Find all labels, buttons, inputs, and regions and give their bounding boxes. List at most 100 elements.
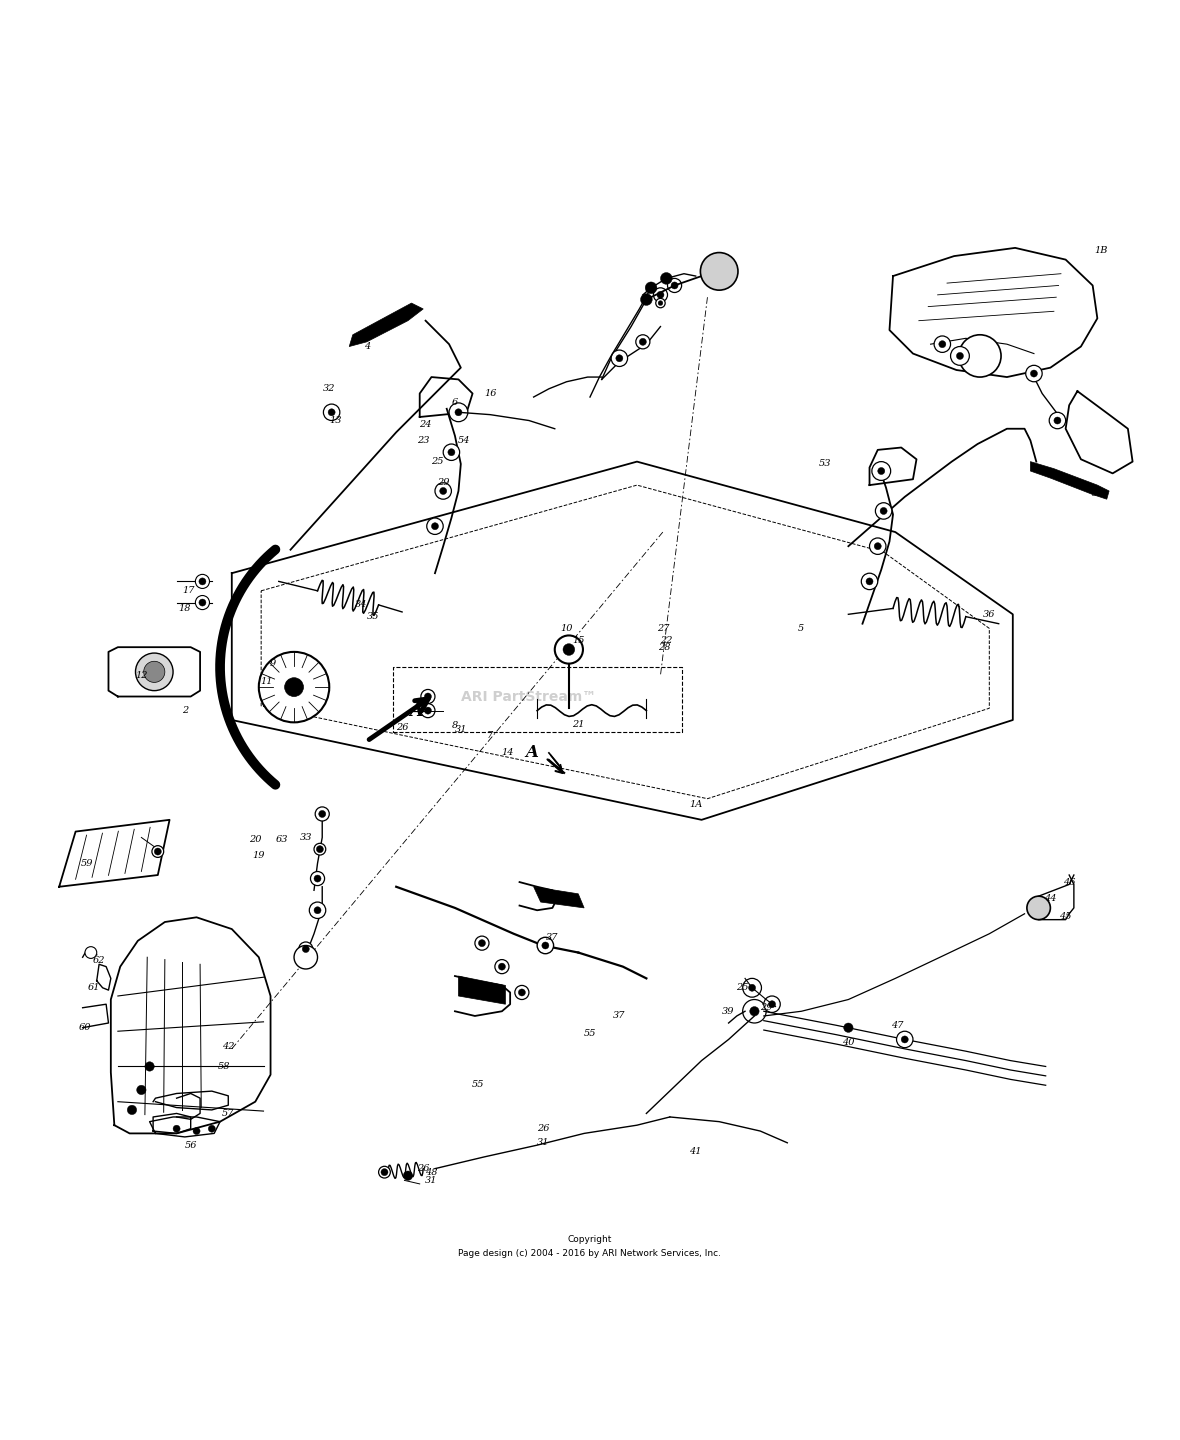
Circle shape: [641, 294, 653, 305]
Text: 27: 27: [656, 624, 669, 634]
Circle shape: [1049, 412, 1066, 429]
Circle shape: [379, 1166, 391, 1178]
Text: 17: 17: [182, 586, 195, 595]
Text: 13: 13: [329, 416, 341, 425]
Circle shape: [432, 523, 439, 530]
Circle shape: [435, 482, 452, 500]
Circle shape: [654, 288, 668, 302]
Polygon shape: [349, 302, 424, 347]
Text: 31: 31: [454, 724, 467, 734]
Circle shape: [656, 298, 666, 308]
Circle shape: [155, 848, 162, 855]
Circle shape: [421, 690, 435, 704]
Circle shape: [294, 946, 317, 969]
Text: 47: 47: [891, 1021, 904, 1030]
Circle shape: [284, 678, 303, 697]
Text: 1A: 1A: [689, 801, 702, 809]
Circle shape: [448, 449, 455, 455]
Text: 11: 11: [261, 677, 274, 685]
Text: 32: 32: [323, 384, 335, 393]
Circle shape: [959, 334, 1001, 377]
Circle shape: [1025, 366, 1042, 382]
Text: 63: 63: [276, 835, 289, 844]
Circle shape: [144, 661, 165, 683]
Circle shape: [668, 278, 682, 292]
Circle shape: [302, 946, 309, 952]
Text: 42: 42: [222, 1043, 235, 1051]
Circle shape: [404, 1171, 413, 1181]
Text: 16: 16: [484, 389, 497, 397]
Polygon shape: [533, 887, 584, 907]
Circle shape: [152, 845, 164, 857]
Text: 14: 14: [502, 749, 514, 757]
Text: 5: 5: [799, 624, 805, 634]
Text: 26: 26: [417, 1164, 430, 1174]
Circle shape: [657, 291, 664, 298]
Circle shape: [878, 468, 885, 475]
Circle shape: [897, 1031, 913, 1048]
Text: 15: 15: [572, 635, 584, 645]
Circle shape: [299, 942, 313, 956]
Text: A: A: [525, 744, 538, 762]
Circle shape: [440, 488, 447, 494]
Text: 28: 28: [657, 642, 670, 652]
Circle shape: [314, 907, 321, 914]
Circle shape: [645, 282, 657, 294]
Circle shape: [498, 963, 505, 971]
Circle shape: [542, 942, 549, 949]
Text: 33: 33: [300, 832, 312, 842]
Circle shape: [199, 577, 206, 585]
Text: 7: 7: [487, 730, 493, 740]
Circle shape: [310, 871, 325, 886]
Circle shape: [425, 693, 432, 700]
Circle shape: [319, 811, 326, 818]
Text: Copyright: Copyright: [568, 1234, 612, 1244]
Text: 37: 37: [546, 933, 558, 942]
Text: 31: 31: [537, 1138, 549, 1148]
Circle shape: [1054, 418, 1061, 423]
Circle shape: [173, 1125, 181, 1132]
Text: ARI PartStream™: ARI PartStream™: [461, 690, 597, 704]
Text: 19: 19: [253, 851, 266, 860]
Circle shape: [474, 936, 489, 950]
Circle shape: [209, 1125, 216, 1132]
Circle shape: [658, 301, 663, 305]
Circle shape: [611, 350, 628, 367]
Text: 39: 39: [722, 1007, 735, 1015]
Text: 25: 25: [431, 456, 444, 467]
Text: 44: 44: [1044, 894, 1056, 903]
Text: 34: 34: [355, 600, 367, 609]
Text: 41: 41: [689, 1146, 702, 1155]
Text: 58: 58: [217, 1061, 230, 1071]
Circle shape: [316, 845, 323, 852]
Text: 48: 48: [425, 1168, 438, 1176]
Circle shape: [309, 901, 326, 919]
Circle shape: [478, 940, 485, 946]
Circle shape: [427, 518, 444, 534]
Text: 2: 2: [182, 706, 188, 716]
Circle shape: [742, 999, 766, 1022]
Text: 20: 20: [249, 835, 262, 844]
Circle shape: [145, 1061, 155, 1071]
Circle shape: [127, 1106, 137, 1115]
Circle shape: [636, 334, 650, 348]
Polygon shape: [1030, 462, 1109, 500]
Text: 26: 26: [537, 1125, 549, 1133]
Text: 36: 36: [983, 609, 996, 619]
Text: 23: 23: [417, 436, 430, 445]
Text: 56: 56: [184, 1140, 197, 1149]
Text: 46: 46: [1063, 877, 1075, 887]
Circle shape: [671, 282, 678, 289]
Polygon shape: [459, 976, 505, 1004]
Text: 26: 26: [395, 723, 408, 732]
Circle shape: [749, 1007, 759, 1017]
Text: 31: 31: [425, 1176, 438, 1185]
Text: 3: 3: [1092, 488, 1099, 498]
Circle shape: [951, 347, 969, 366]
Text: 54: 54: [458, 436, 471, 445]
Circle shape: [196, 575, 210, 589]
Text: 12: 12: [136, 671, 148, 680]
Text: 62: 62: [93, 956, 105, 965]
Text: 60: 60: [79, 1024, 91, 1032]
Text: 45: 45: [1060, 912, 1071, 920]
